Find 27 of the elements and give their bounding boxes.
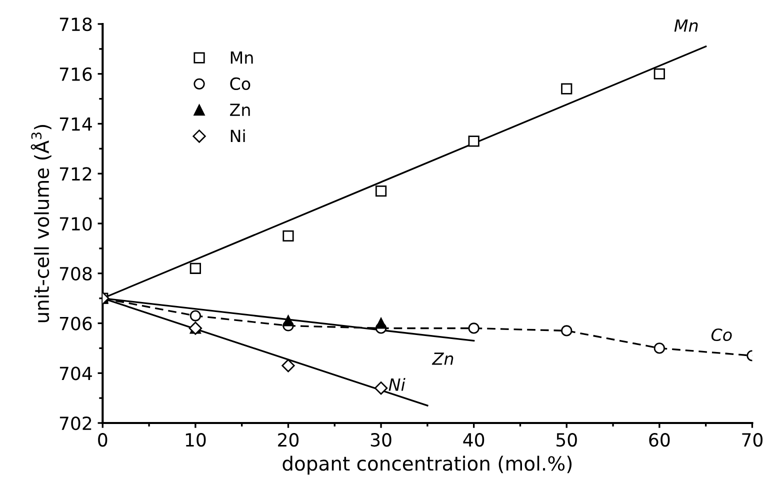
x-tick-label: 20 xyxy=(278,433,299,447)
annotation: Mn xyxy=(674,19,698,32)
y-tick-label: 702 xyxy=(60,416,92,430)
y-tick-label: 708 xyxy=(60,266,92,280)
annotation: Ni xyxy=(388,378,406,391)
x-tick-label: 50 xyxy=(556,433,577,447)
y-tick-label: 716 xyxy=(60,67,92,81)
x-tick-label: 10 xyxy=(186,433,206,447)
y-tick-label: 712 xyxy=(60,167,92,180)
y-axis-title: unit-cell volume (Å$^{3}$) xyxy=(30,125,52,322)
annotation: Co xyxy=(711,328,732,342)
y-tick-label: 710 xyxy=(60,216,92,231)
x-tick-label: 30 xyxy=(370,433,392,447)
x-tick-label: 40 xyxy=(463,433,484,447)
x-axis-title: dopant concentration (mol.%) xyxy=(282,456,572,475)
legend-label: Ni xyxy=(230,129,245,142)
legend-label: Mn xyxy=(230,51,253,64)
x-tick-label: 60 xyxy=(649,433,670,447)
legend-label: Zn xyxy=(230,104,250,116)
y-tick-label: 714 xyxy=(60,117,92,131)
legend-label: Co xyxy=(230,77,250,90)
y-tick-label: 718 xyxy=(60,17,92,32)
x-tick-label: 0 xyxy=(98,433,108,447)
y-tick-label: 706 xyxy=(60,316,92,330)
annotation: Zn xyxy=(432,352,454,365)
x-tick-label: 70 xyxy=(742,433,762,447)
y-tick-label: 704 xyxy=(60,366,92,380)
